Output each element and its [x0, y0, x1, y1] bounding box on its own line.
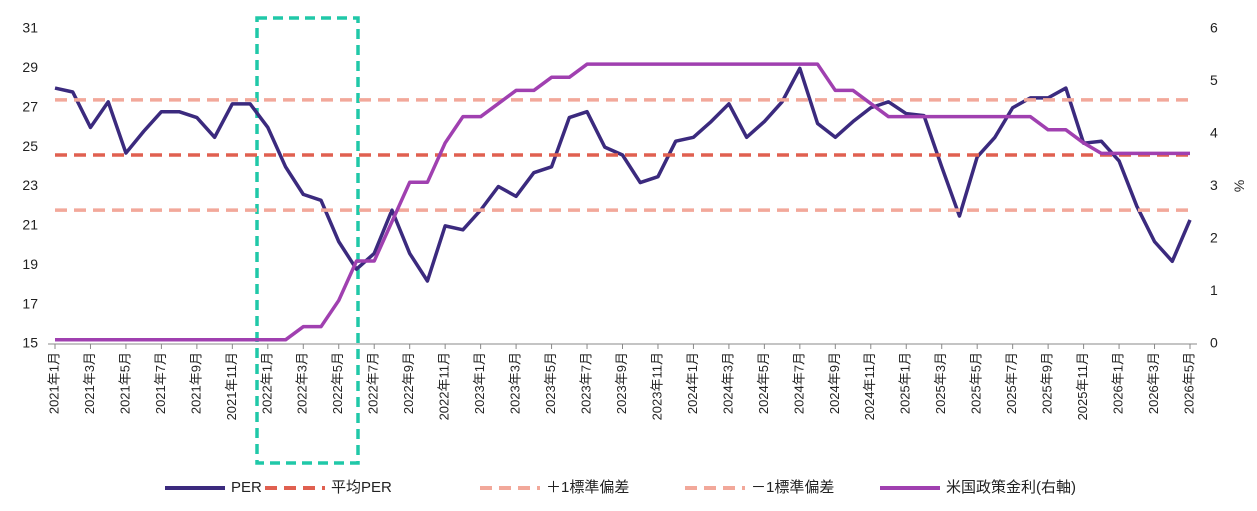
x-tick-label: 2021年7月 [153, 352, 168, 414]
y2-tick-label: 3 [1210, 177, 1218, 193]
y2-tick-label: 5 [1210, 72, 1218, 88]
x-tick-label: 2023年5月 [543, 352, 558, 414]
x-tick-label: 2025年5月 [969, 352, 984, 414]
x-tick-label: 2023年11月 [649, 352, 664, 420]
y2-tick-label: 1 [1210, 282, 1218, 298]
x-tick-label: 2021年9月 [188, 352, 203, 414]
series-line [55, 62, 1190, 342]
legend-label: 米国政策金利(右軸) [946, 479, 1076, 496]
x-tick-label: 2023年9月 [614, 352, 629, 414]
y-tick-label: 31 [22, 20, 38, 36]
y-tick-label: 29 [22, 59, 38, 75]
y-tick-label: 23 [22, 177, 38, 193]
y-tick-label: 27 [22, 98, 38, 114]
x-tick-label: 2023年1月 [472, 352, 487, 414]
y-tick-label: 17 [22, 295, 38, 311]
y-tick-label: 15 [22, 335, 38, 351]
y2-tick-label: 6 [1210, 20, 1218, 36]
y2-axis-label: % [1231, 180, 1247, 192]
x-tick-label: 2026年5月 [1181, 352, 1196, 414]
y2-tick-label: 0 [1210, 335, 1218, 351]
y-tick-label: 19 [22, 256, 38, 272]
y2-tick-label: 2 [1210, 230, 1218, 246]
x-tick-label: 2024年9月 [827, 352, 842, 414]
x-tick-label: 2022年1月 [259, 352, 274, 414]
x-tick-label: 2021年3月 [82, 352, 97, 414]
legend-label: ＋1標準偏差 [546, 479, 629, 496]
x-tick-label: 2022年5月 [330, 352, 345, 414]
y-tick-label: 21 [22, 217, 38, 233]
series-line [54, 66, 1192, 283]
y2-tick-label: 4 [1210, 125, 1218, 141]
x-tick-label: 2024年5月 [756, 352, 771, 414]
x-tick-label: 2023年3月 [508, 352, 523, 414]
highlight-box [255, 16, 360, 465]
x-tick-label: 2025年1月 [898, 352, 913, 414]
x-tick-label: 2023年7月 [578, 352, 593, 414]
x-tick-label: 2025年7月 [1004, 352, 1019, 414]
x-tick-label: 2025年3月 [933, 352, 948, 414]
x-tick-label: 2026年1月 [1111, 352, 1126, 414]
legend-label: PER [231, 479, 262, 496]
y-tick-label: 25 [22, 138, 38, 154]
x-tick-label: 2021年5月 [117, 352, 132, 414]
x-tick-label: 2021年11月 [224, 352, 239, 420]
legend-label: 平均PER [331, 479, 392, 496]
x-tick-label: 2026年3月 [1146, 352, 1161, 414]
x-tick-label: 2025年9月 [1040, 352, 1055, 414]
x-tick-label: 2022年3月 [295, 352, 310, 414]
x-tick-label: 2024年11月 [862, 352, 877, 420]
x-tick-label: 2022年9月 [401, 352, 416, 414]
x-tick-label: 2024年7月 [791, 352, 806, 414]
x-tick-label: 2022年11月 [437, 352, 452, 420]
legend-label: －1標準偏差 [751, 479, 834, 496]
x-tick-label: 2022年7月 [366, 352, 381, 414]
x-tick-label: 2024年3月 [720, 352, 735, 414]
x-tick-label: 2021年1月 [46, 352, 61, 414]
x-tick-label: 2025年11月 [1075, 352, 1090, 420]
x-tick-label: 2024年1月 [685, 352, 700, 414]
